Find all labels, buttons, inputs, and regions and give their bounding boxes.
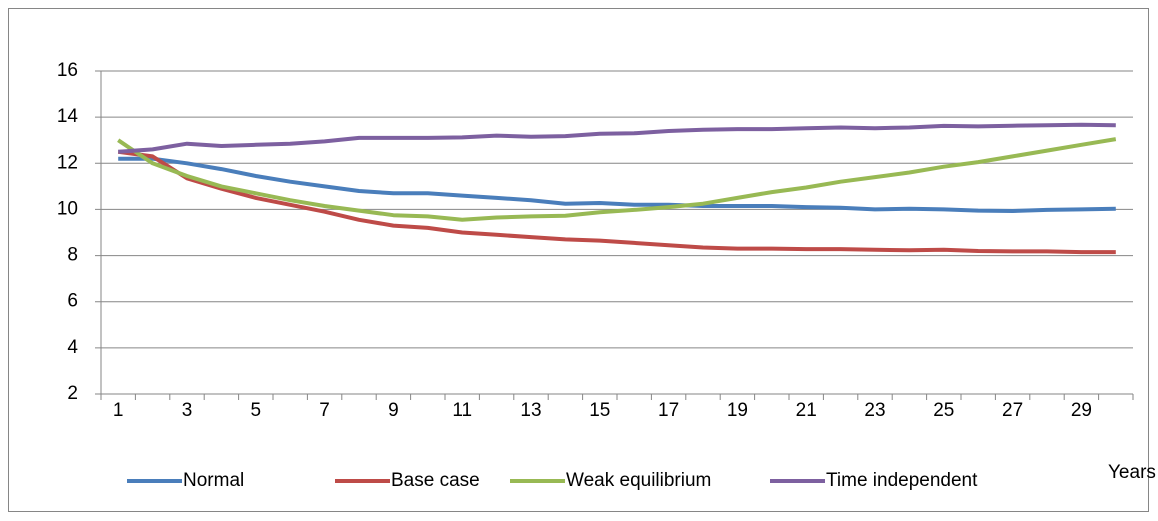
x-tick-label: 9 <box>388 400 399 421</box>
x-tick-label: 11 <box>452 400 472 421</box>
legend-label: Time independent <box>826 470 978 491</box>
legend-label: Weak equilibrium <box>566 470 711 491</box>
y-tick-label: 8 <box>67 245 78 266</box>
y-tick-label: 4 <box>67 337 78 358</box>
x-axis-title: Years <box>1108 462 1156 483</box>
x-tick-label: 21 <box>796 400 817 421</box>
x-tick-label: 13 <box>520 400 541 421</box>
x-tick-label: 23 <box>864 400 885 421</box>
y-tick-label: 14 <box>57 106 79 127</box>
legend-label: Normal <box>183 470 244 491</box>
chart-frame <box>8 8 1149 512</box>
x-tick-label: 5 <box>251 400 262 421</box>
line-series <box>118 122 1116 154</box>
y-tick-label: 10 <box>57 198 78 219</box>
y-tick-label: 12 <box>57 152 78 173</box>
x-tick-label: 3 <box>182 400 193 421</box>
x-tick-label: 17 <box>658 400 679 421</box>
y-tick-label: 2 <box>67 383 78 404</box>
y-tick-label: 6 <box>67 291 78 312</box>
x-tick-label: 15 <box>589 400 610 421</box>
line-series <box>117 137 1117 222</box>
x-tick-label: 7 <box>319 400 330 421</box>
y-tick-label: 16 <box>57 60 78 81</box>
legend-label: Base case <box>391 470 480 491</box>
x-tick-label: 27 <box>1002 400 1023 421</box>
x-tick-label: 1 <box>113 400 124 421</box>
x-tick-label: 19 <box>727 400 748 421</box>
x-tick-label: 25 <box>933 400 954 421</box>
line-series <box>118 156 1116 213</box>
line-series <box>117 149 1116 255</box>
x-tick-label: 29 <box>1071 400 1092 421</box>
